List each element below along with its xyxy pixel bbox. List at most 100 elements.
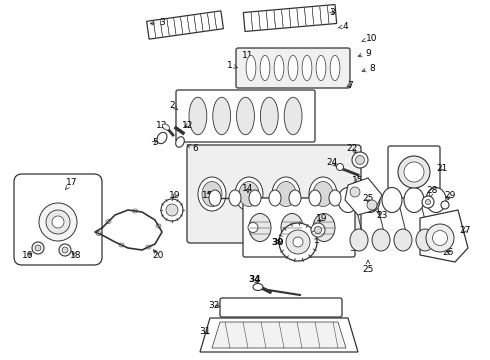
- Ellipse shape: [213, 97, 231, 135]
- Ellipse shape: [360, 188, 380, 212]
- Ellipse shape: [382, 188, 402, 212]
- Text: 3: 3: [150, 18, 165, 27]
- Polygon shape: [420, 210, 468, 262]
- Ellipse shape: [52, 216, 64, 228]
- Ellipse shape: [356, 156, 365, 165]
- Polygon shape: [147, 11, 223, 39]
- Ellipse shape: [276, 181, 296, 207]
- Polygon shape: [345, 178, 382, 215]
- Ellipse shape: [274, 55, 284, 81]
- Ellipse shape: [237, 97, 254, 135]
- Text: 7: 7: [347, 81, 353, 90]
- Ellipse shape: [441, 201, 449, 209]
- Text: 3: 3: [329, 8, 335, 17]
- Ellipse shape: [260, 97, 278, 135]
- Ellipse shape: [249, 190, 261, 206]
- Text: 19: 19: [169, 190, 181, 199]
- Text: 15: 15: [352, 176, 364, 185]
- FancyBboxPatch shape: [236, 48, 350, 88]
- Ellipse shape: [367, 200, 377, 210]
- Text: 30: 30: [272, 238, 284, 247]
- Ellipse shape: [260, 55, 270, 81]
- Text: 5: 5: [152, 138, 158, 147]
- FancyBboxPatch shape: [176, 90, 315, 142]
- Text: 29: 29: [444, 190, 456, 200]
- Ellipse shape: [315, 226, 321, 234]
- FancyBboxPatch shape: [187, 145, 361, 243]
- Text: 16: 16: [22, 251, 34, 260]
- Polygon shape: [200, 318, 358, 352]
- Ellipse shape: [433, 230, 447, 246]
- Ellipse shape: [59, 244, 71, 256]
- Ellipse shape: [288, 55, 298, 81]
- Text: 21: 21: [436, 163, 448, 172]
- FancyBboxPatch shape: [14, 174, 102, 265]
- Ellipse shape: [46, 210, 70, 234]
- Text: 1: 1: [227, 60, 237, 69]
- Ellipse shape: [286, 230, 310, 254]
- Text: 15: 15: [202, 190, 214, 199]
- Text: 18: 18: [70, 251, 82, 260]
- Ellipse shape: [253, 284, 263, 291]
- Ellipse shape: [302, 55, 312, 81]
- Ellipse shape: [166, 204, 178, 216]
- Ellipse shape: [281, 213, 303, 242]
- Ellipse shape: [372, 229, 390, 251]
- Ellipse shape: [338, 188, 358, 212]
- Ellipse shape: [337, 163, 343, 171]
- Ellipse shape: [161, 199, 183, 221]
- Ellipse shape: [198, 177, 226, 211]
- Ellipse shape: [229, 190, 241, 206]
- Ellipse shape: [202, 181, 222, 207]
- Ellipse shape: [330, 55, 340, 81]
- Text: 12: 12: [182, 121, 194, 130]
- FancyBboxPatch shape: [243, 198, 355, 257]
- Ellipse shape: [416, 229, 434, 251]
- Ellipse shape: [35, 245, 41, 251]
- Text: 33: 33: [349, 243, 361, 252]
- Ellipse shape: [235, 177, 263, 211]
- Text: 11: 11: [242, 50, 254, 60]
- Text: 6: 6: [187, 144, 198, 153]
- Polygon shape: [244, 5, 337, 31]
- Ellipse shape: [311, 223, 325, 237]
- Text: 10: 10: [362, 33, 378, 42]
- Text: 32: 32: [208, 301, 220, 310]
- Ellipse shape: [350, 187, 360, 197]
- Ellipse shape: [289, 190, 301, 206]
- Ellipse shape: [394, 229, 412, 251]
- Ellipse shape: [422, 196, 434, 208]
- Ellipse shape: [284, 97, 302, 135]
- Ellipse shape: [189, 97, 207, 135]
- Ellipse shape: [425, 199, 431, 204]
- Ellipse shape: [62, 247, 68, 253]
- Text: 25: 25: [362, 194, 374, 203]
- Text: 13: 13: [156, 121, 168, 130]
- Ellipse shape: [269, 190, 281, 206]
- Text: 14: 14: [243, 184, 254, 193]
- Ellipse shape: [246, 55, 256, 81]
- Text: 22: 22: [346, 144, 358, 153]
- Ellipse shape: [239, 181, 259, 207]
- Text: 23: 23: [376, 211, 388, 220]
- Text: 28: 28: [426, 185, 438, 197]
- Ellipse shape: [313, 181, 333, 207]
- Text: 8: 8: [362, 63, 375, 72]
- Ellipse shape: [309, 190, 321, 206]
- Text: 2: 2: [169, 100, 178, 110]
- FancyBboxPatch shape: [388, 146, 440, 198]
- Text: 27: 27: [459, 225, 471, 234]
- Ellipse shape: [162, 124, 170, 130]
- Text: 19: 19: [316, 213, 328, 222]
- Ellipse shape: [248, 222, 258, 233]
- Ellipse shape: [279, 223, 317, 261]
- Text: 20: 20: [152, 250, 164, 260]
- Ellipse shape: [352, 152, 368, 168]
- Ellipse shape: [404, 162, 424, 182]
- Text: 25: 25: [362, 260, 374, 274]
- Text: 24: 24: [326, 158, 338, 166]
- FancyBboxPatch shape: [220, 298, 342, 317]
- Ellipse shape: [157, 132, 167, 144]
- Ellipse shape: [329, 190, 341, 206]
- Ellipse shape: [39, 203, 77, 241]
